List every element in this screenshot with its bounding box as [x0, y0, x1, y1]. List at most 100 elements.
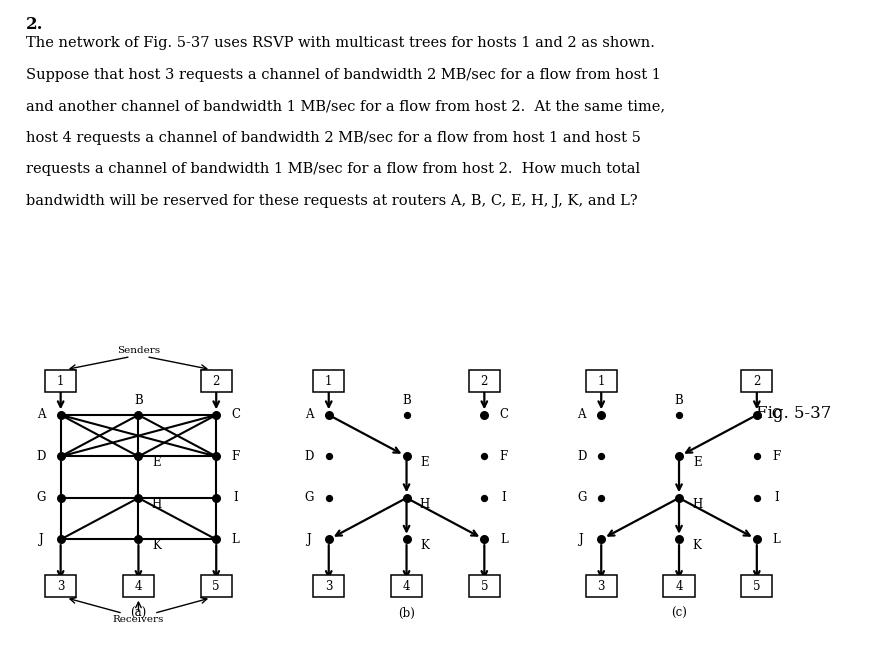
- FancyBboxPatch shape: [468, 575, 500, 597]
- Text: 5: 5: [480, 579, 487, 593]
- FancyBboxPatch shape: [663, 575, 694, 597]
- Text: G: G: [577, 491, 586, 505]
- Text: C: C: [231, 409, 240, 421]
- FancyBboxPatch shape: [585, 371, 616, 392]
- Point: [749, 451, 763, 462]
- Point: [209, 410, 223, 420]
- Text: (b): (b): [398, 607, 414, 620]
- Text: L: L: [772, 533, 780, 546]
- FancyBboxPatch shape: [391, 575, 421, 597]
- Text: B: B: [134, 394, 142, 407]
- Text: C: C: [499, 409, 507, 421]
- Point: [54, 451, 68, 462]
- Text: F: F: [771, 450, 780, 463]
- Text: 1: 1: [325, 374, 332, 388]
- Text: D: D: [577, 450, 586, 463]
- Point: [671, 410, 685, 420]
- FancyBboxPatch shape: [585, 575, 616, 597]
- Text: 2.: 2.: [26, 16, 44, 34]
- Point: [477, 493, 491, 503]
- Text: Receivers: Receivers: [112, 614, 164, 623]
- Text: J: J: [39, 533, 44, 546]
- FancyBboxPatch shape: [123, 575, 154, 597]
- Text: E: E: [692, 457, 701, 470]
- Text: I: I: [233, 491, 238, 505]
- Text: F: F: [499, 450, 507, 463]
- Text: and another channel of bandwidth 1 MB/sec for a flow from host 2.  At the same t: and another channel of bandwidth 1 MB/se…: [26, 99, 665, 113]
- FancyBboxPatch shape: [200, 371, 232, 392]
- Point: [321, 534, 335, 545]
- Text: Suppose that host 3 requests a channel of bandwidth 2 MB/sec for a flow from hos: Suppose that host 3 requests a channel o…: [26, 68, 660, 81]
- Text: H: H: [691, 498, 702, 511]
- Point: [131, 410, 145, 420]
- FancyBboxPatch shape: [468, 371, 500, 392]
- Text: D: D: [37, 450, 46, 463]
- Point: [749, 534, 763, 545]
- Point: [321, 410, 335, 420]
- Text: Senders: Senders: [117, 346, 160, 355]
- FancyBboxPatch shape: [45, 371, 76, 392]
- Text: 5: 5: [752, 579, 759, 593]
- Text: 5: 5: [212, 579, 220, 593]
- Point: [749, 493, 763, 503]
- Text: J: J: [306, 533, 312, 546]
- Text: H: H: [419, 498, 429, 511]
- Text: 3: 3: [597, 579, 604, 593]
- Point: [131, 534, 145, 545]
- Text: K: K: [152, 539, 161, 553]
- Point: [671, 493, 685, 503]
- Text: I: I: [500, 491, 506, 505]
- Text: 2: 2: [212, 374, 220, 388]
- Point: [594, 451, 608, 462]
- Text: 2: 2: [480, 374, 487, 388]
- Text: K: K: [420, 539, 428, 553]
- Text: A: A: [305, 409, 313, 421]
- Point: [477, 410, 491, 420]
- Point: [594, 534, 608, 545]
- Point: [131, 451, 145, 462]
- Text: (a): (a): [130, 607, 147, 620]
- Point: [399, 410, 414, 420]
- Text: A: A: [577, 409, 586, 421]
- Text: G: G: [37, 491, 46, 505]
- FancyBboxPatch shape: [740, 575, 772, 597]
- Point: [399, 493, 414, 503]
- Text: 3: 3: [325, 579, 332, 593]
- Point: [321, 493, 335, 503]
- Text: F: F: [231, 450, 240, 463]
- Point: [209, 534, 223, 545]
- FancyBboxPatch shape: [313, 371, 344, 392]
- Point: [594, 493, 608, 503]
- Text: 4: 4: [134, 579, 142, 593]
- Text: 1: 1: [597, 374, 604, 388]
- Point: [594, 410, 608, 420]
- Point: [671, 534, 685, 545]
- FancyBboxPatch shape: [313, 575, 344, 597]
- Point: [321, 451, 335, 462]
- FancyBboxPatch shape: [740, 371, 772, 392]
- Text: K: K: [692, 539, 701, 553]
- Text: 4: 4: [674, 579, 682, 593]
- Text: E: E: [420, 457, 428, 470]
- Point: [54, 493, 68, 503]
- Text: 3: 3: [57, 579, 64, 593]
- Point: [131, 493, 145, 503]
- Point: [399, 534, 414, 545]
- Text: B: B: [674, 394, 682, 407]
- Text: A: A: [37, 409, 46, 421]
- Text: 1: 1: [57, 374, 64, 388]
- Point: [477, 451, 491, 462]
- FancyBboxPatch shape: [45, 575, 76, 597]
- Text: H: H: [151, 498, 162, 511]
- FancyBboxPatch shape: [200, 575, 232, 597]
- Text: B: B: [402, 394, 410, 407]
- Text: L: L: [500, 533, 507, 546]
- Point: [477, 534, 491, 545]
- Point: [209, 451, 223, 462]
- Text: 2: 2: [752, 374, 759, 388]
- Point: [399, 451, 414, 462]
- Text: 4: 4: [402, 579, 410, 593]
- Text: G: G: [305, 491, 313, 505]
- Text: (c): (c): [670, 607, 687, 620]
- Text: J: J: [579, 533, 584, 546]
